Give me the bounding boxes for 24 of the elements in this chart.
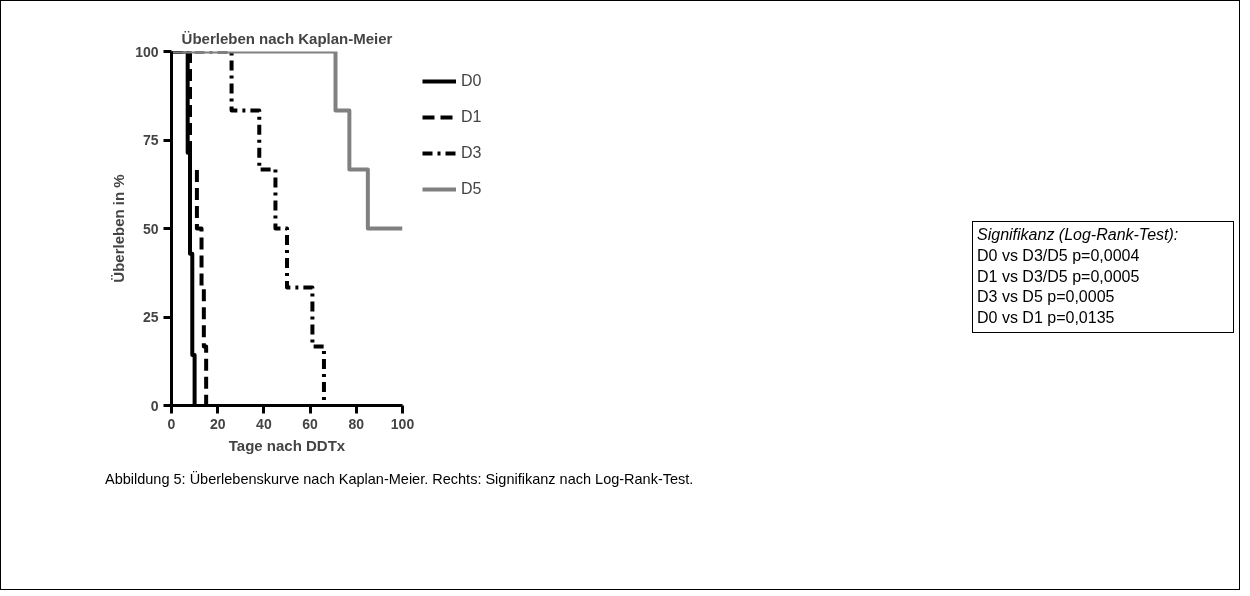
y-axis-title: Überleben in % <box>110 174 128 283</box>
x-tick-label: 60 <box>302 415 319 432</box>
x-axis-title: Tage nach DDTx <box>228 436 346 454</box>
y-tick-label: 75 <box>142 132 159 148</box>
text: Abbildung 5: Überlebenskurve nach Kaplan-Meier. Rechts: Signifikanz nach Log-Rank-Test. <box>105 470 694 489</box>
y-tick-label: 25 <box>142 309 159 325</box>
x-tick-label: 20 <box>209 415 226 432</box>
y-tick-label: 0 <box>150 397 159 414</box>
legend-label: D5 <box>461 180 482 198</box>
text: D0 vs D3/D5 p=0,0004 <box>977 246 1140 264</box>
text: D0 vs D1 p=0,0135 <box>977 309 1115 327</box>
text: D3 vs D5 p=0,0005 <box>977 288 1115 306</box>
x-tick-label: 100 <box>390 415 415 432</box>
text: D1 vs D3/D5 p=0,0005 <box>977 267 1140 285</box>
legend-label: D0 <box>461 72 482 90</box>
text: Signifikanz (Log-Rank-Test): <box>977 226 1179 243</box>
chart-title: Überleben nach Kaplan-Meier <box>181 29 393 47</box>
x-tick-label: 0 <box>167 415 176 432</box>
x-tick-label: 40 <box>256 415 272 432</box>
y-tick-label: 100 <box>135 43 159 60</box>
legend-label: D1 <box>461 108 482 126</box>
y-tick-label: 50 <box>142 220 159 237</box>
legend-label: D3 <box>461 144 482 162</box>
x-tick-label: 80 <box>348 415 365 432</box>
